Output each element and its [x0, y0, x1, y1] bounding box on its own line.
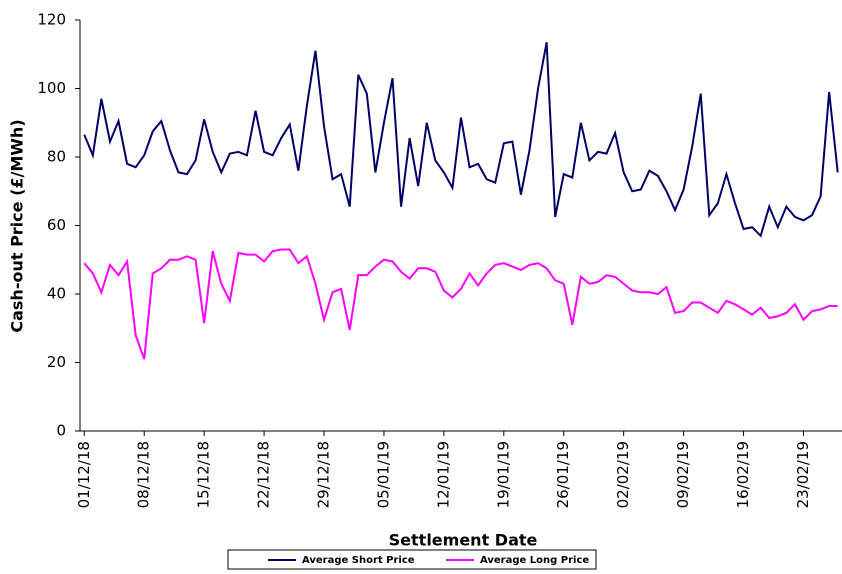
y-tick-label: 40: [47, 285, 66, 303]
legend: [227, 549, 597, 570]
x-tick-label: 08/12/18: [135, 441, 153, 508]
x-tick-label: 02/02/19: [614, 441, 632, 508]
legend-label: Average Short Price: [302, 555, 415, 566]
series-line: [83, 42, 839, 238]
x-tick-label: 15/12/18: [195, 441, 213, 508]
series-line: [83, 248, 838, 360]
x-tick-label: 29/12/18: [315, 441, 333, 508]
legend-label: Average Long Price: [480, 555, 589, 566]
x-axis-title: Settlement Date: [389, 531, 538, 550]
x-tick-label: 05/01/19: [374, 441, 392, 508]
x-tick-label: 01/12/18: [75, 441, 93, 508]
y-tick-label: 0: [56, 422, 66, 440]
x-tick-label: 19/01/19: [494, 441, 512, 508]
x-tick-label: 26/01/19: [554, 441, 572, 508]
x-tick-label: 12/01/19: [434, 441, 452, 508]
y-tick-label: 100: [37, 79, 66, 97]
x-tick-label: 16/02/19: [734, 441, 752, 508]
y-axis-title: Cash-out Price (£/MWh): [8, 119, 27, 332]
y-tick-label: 120: [37, 11, 66, 29]
x-tick-label: 23/02/19: [794, 441, 812, 508]
y-tick-label: 20: [47, 353, 66, 371]
x-tick-label: 22/12/18: [255, 441, 273, 508]
y-tick-label: 80: [47, 148, 66, 166]
y-tick-label: 60: [47, 216, 66, 234]
x-tick-label: 09/02/19: [674, 441, 692, 508]
